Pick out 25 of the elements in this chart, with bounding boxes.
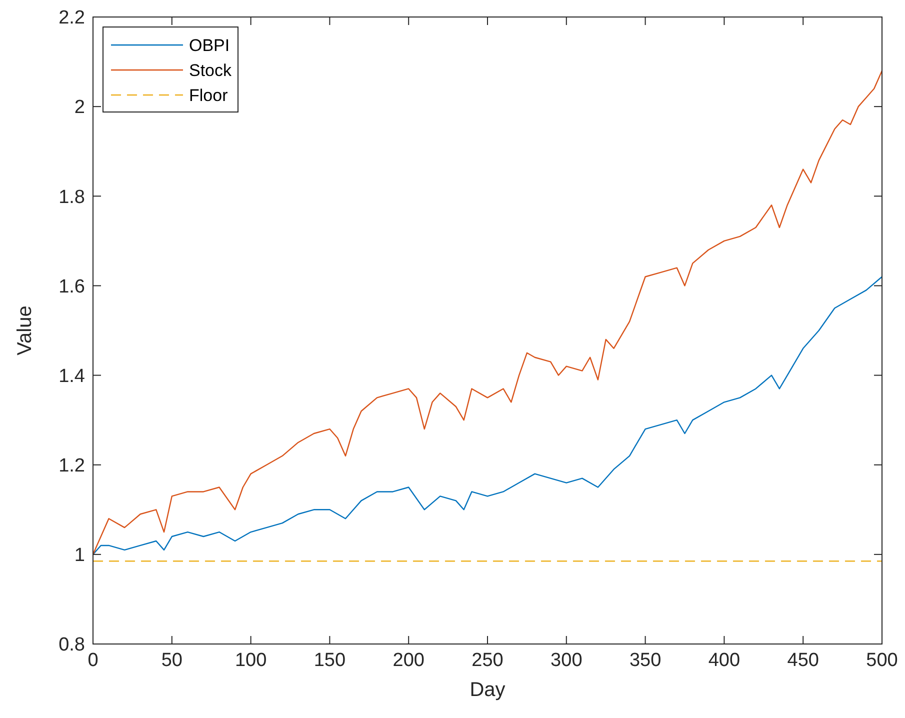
y-tick-label: 2 [74,97,85,118]
y-axis-title: Value [14,306,36,356]
y-tick-label: 1.2 [58,456,85,477]
x-tick-label: 300 [550,650,582,671]
x-tick-label: 100 [234,650,267,671]
y-tick-label: 1.4 [58,366,86,387]
x-axis-title: Day [470,679,506,701]
x-tick-label: 500 [866,650,898,671]
line-series [92,276,883,556]
x-tick-label: 250 [472,650,504,671]
x-tick-label: 50 [161,650,182,671]
y-tick-label: 1 [74,545,85,566]
y-tick-label: 1.6 [58,276,85,298]
y-tick-label: 1.8 [58,186,85,208]
legend-label: OBPI [189,36,230,55]
x-tick-label: 350 [629,650,662,671]
legend-label: Floor [189,86,228,105]
x-tick-label: 150 [314,650,346,671]
x-tick-label: 400 [708,650,740,671]
legend-label: Stock [189,60,232,80]
y-tick-label: 0.8 [58,634,85,656]
x-tick-label: 450 [787,650,819,671]
x-tick-label: 200 [392,650,424,671]
y-tick-label: 2.2 [58,8,85,29]
x-tick-label: 0 [88,650,98,671]
